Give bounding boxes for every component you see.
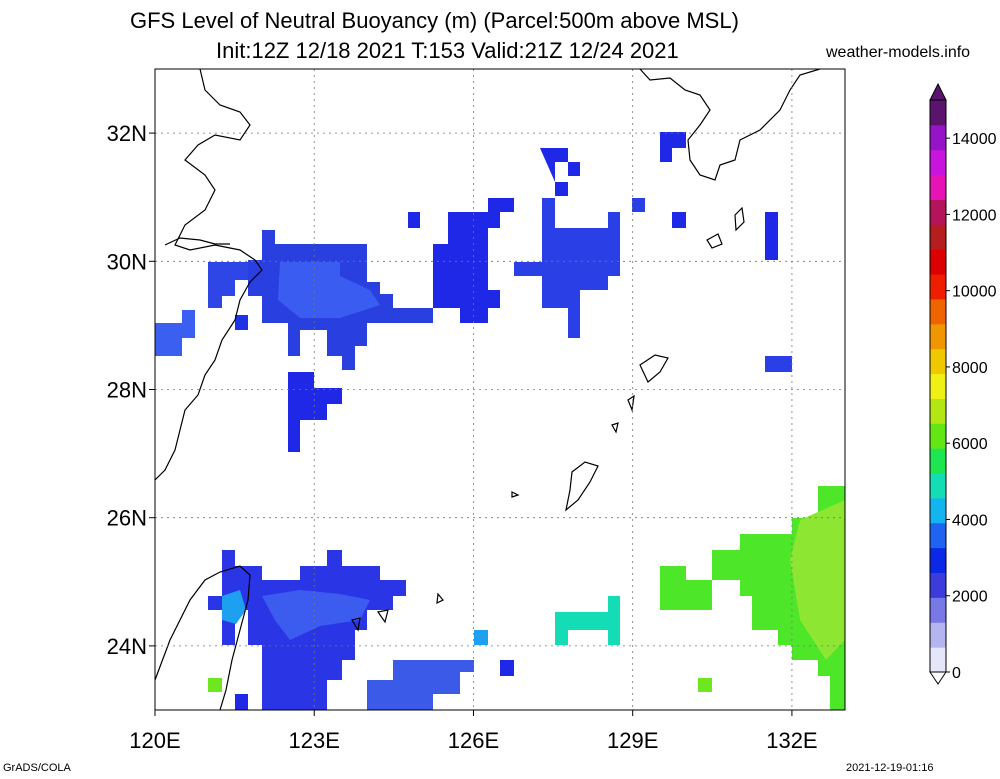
chart-title: GFS Level of Neutral Buoyancy (m) (Parce… — [130, 8, 739, 33]
field-blue-central-north — [540, 148, 580, 196]
field-blue-south-inner — [262, 590, 370, 640]
lon-label: 129E — [607, 728, 658, 753]
field-blue-south-lower — [367, 660, 474, 710]
colorbar-segment — [930, 373, 946, 399]
field-blue-south-spot — [235, 694, 248, 710]
field-green-spot2 — [698, 678, 712, 692]
colorbar-label: 0 — [952, 665, 961, 682]
lat-label: 26N — [107, 506, 147, 531]
colorbar-label: 14000 — [952, 131, 997, 148]
colorbar-segment — [930, 473, 946, 499]
colorbar-label: 6000 — [952, 436, 988, 453]
footer-left: GrADS/COLA — [3, 762, 71, 774]
colorbar-segment — [930, 298, 946, 325]
colorbar-segment — [930, 249, 946, 275]
colorbar-segment — [930, 622, 946, 648]
colorbar-segment — [930, 647, 946, 673]
field-blue-central-east — [514, 198, 645, 338]
colorbar-segment — [930, 199, 946, 225]
field-blue-west-strip — [208, 262, 248, 308]
colorbar-segment — [930, 398, 946, 424]
colorbar-cap-top — [929, 82, 947, 101]
colorbar-label: 2000 — [952, 589, 988, 606]
colorbar-segment — [930, 274, 946, 300]
lat-axis: 32N 30N 28N 26N 24N — [107, 121, 155, 659]
colorbar-segment — [930, 124, 946, 151]
field-blue-isle-b — [672, 212, 686, 228]
lon-axis: 120E 123E 126E 129E 132E — [129, 710, 818, 753]
colorbar-segment — [930, 547, 946, 574]
colorbar-segment — [930, 423, 946, 449]
colorbar — [929, 82, 947, 685]
colorbar-segment — [930, 448, 946, 474]
field-blue-east-strip — [765, 212, 778, 260]
colorbar-label: 4000 — [952, 512, 988, 529]
colorbar-segment — [930, 174, 946, 200]
colorbar-cap-bottom — [929, 671, 947, 685]
field-cyan-spot — [474, 630, 488, 645]
field-blue-shore — [155, 310, 195, 356]
field-blue-south-pocket — [288, 372, 342, 452]
field-blue-mid-inner — [278, 262, 380, 318]
lon-label: 126E — [448, 728, 499, 753]
colorbar-label: 12000 — [952, 207, 997, 224]
coast-taiwan — [155, 565, 251, 710]
lon-label: 132E — [766, 728, 817, 753]
colorbar-segment — [930, 497, 946, 524]
field-cyan-east — [555, 596, 620, 645]
colorbar-frame — [929, 99, 947, 673]
colorbar-segment — [930, 224, 946, 250]
field-blue-south-spot2 — [500, 660, 514, 676]
field-blue-central — [433, 198, 514, 323]
coast-shanghai — [164, 237, 230, 246]
colorbar-segment — [930, 100, 946, 126]
colorbar-segment — [930, 149, 946, 176]
coast-japan-islands — [351, 206, 745, 632]
field-blue-east-patch — [765, 356, 792, 372]
lat-label: 32N — [107, 121, 147, 146]
field-green-spot1 — [208, 678, 222, 692]
footer-right: 2021-12-19-01:16 — [846, 762, 934, 774]
colorbar-segment — [930, 522, 946, 549]
lon-label: 120E — [129, 728, 180, 753]
lon-label: 123E — [289, 728, 340, 753]
field-blue-islet-1 — [235, 315, 248, 330]
coastline — [155, 69, 821, 710]
field-blue-kyushu — [660, 132, 686, 162]
lat-label: 24N — [107, 634, 147, 659]
colorbar-label: 8000 — [952, 360, 988, 377]
chart-subtitle: Init:12Z 12/18 2021 T:153 Valid:21Z 12/2… — [216, 38, 679, 63]
coast-kyushu — [639, 69, 821, 181]
colorbar-segment — [930, 597, 946, 623]
site-label: weather-models.info — [826, 44, 971, 61]
buoyancy-shading — [155, 132, 845, 710]
lat-label: 28N — [107, 378, 147, 403]
colorbar-segment — [930, 572, 946, 598]
field-cyan-south — [222, 590, 246, 624]
field-blue-isle-a — [408, 212, 420, 228]
coast-china — [155, 69, 263, 481]
colorbar-segment — [930, 348, 946, 375]
colorbar-segment — [930, 323, 946, 350]
lat-label: 30N — [107, 249, 147, 274]
colorbar-labels: 0 2000 4000 6000 8000 10000 12000 14000 — [946, 131, 997, 682]
field-lime-east — [790, 500, 845, 660]
colorbar-label: 10000 — [952, 284, 997, 301]
